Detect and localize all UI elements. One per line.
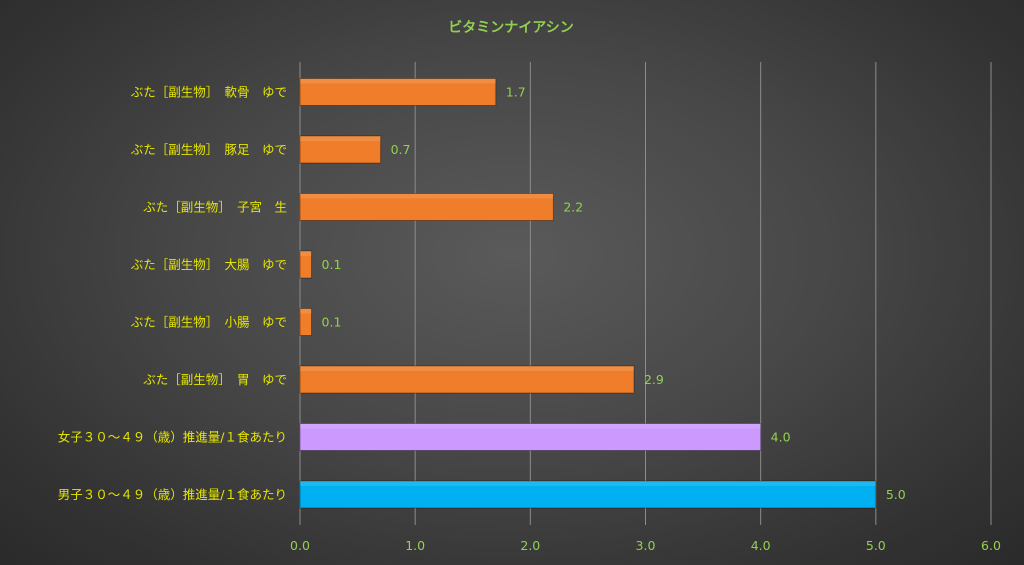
value-labels: 1.7 0.7 2.2 0.1 0.1 2.9 4.0 5.0 bbox=[322, 85, 906, 503]
value-label: 2.9 bbox=[644, 372, 664, 387]
bar-highlight bbox=[300, 251, 312, 256]
bar bbox=[299, 423, 762, 451]
category-label: 男子３０～４９（歳）推進量/１食あたり bbox=[58, 487, 287, 502]
category-label: ぶた［副生物］ 子宮 生 bbox=[143, 200, 287, 215]
bar bbox=[299, 250, 313, 279]
bar-highlight bbox=[300, 366, 634, 371]
value-label: 1.7 bbox=[506, 85, 526, 100]
value-label: 4.0 bbox=[771, 430, 791, 445]
bar bbox=[299, 308, 313, 336]
value-label: 5.0 bbox=[886, 487, 906, 502]
bar-highlight bbox=[300, 423, 761, 429]
bar bbox=[299, 78, 497, 106]
bar bbox=[299, 135, 382, 164]
bar-highlight bbox=[300, 193, 554, 199]
bar bbox=[299, 365, 635, 394]
x-tick-label: 1.0 bbox=[405, 538, 425, 553]
category-label: 女子３０～４９（歳）推進量/１食あたり bbox=[58, 430, 287, 445]
bar bbox=[299, 193, 554, 221]
bar-highlight bbox=[300, 78, 496, 84]
x-tick-label: 2.0 bbox=[520, 538, 540, 553]
category-label: ぶた［副生物］ 大腸 ゆで bbox=[131, 257, 287, 272]
x-tick-label: 3.0 bbox=[636, 538, 656, 553]
value-label: 2.2 bbox=[563, 200, 583, 215]
value-label: 0.7 bbox=[391, 142, 411, 157]
category-label: ぶた［副生物］ 豚足 ゆで bbox=[131, 142, 287, 157]
x-tick-label: 5.0 bbox=[866, 538, 886, 553]
x-tick-label: 6.0 bbox=[981, 538, 1001, 553]
x-tick-label: 0.0 bbox=[290, 538, 310, 553]
value-label: 0.1 bbox=[322, 257, 342, 272]
bar bbox=[299, 480, 877, 509]
bar-highlight bbox=[300, 308, 312, 314]
x-tick-label: 4.0 bbox=[751, 538, 771, 553]
chart-title: ビタミンナイアシン bbox=[448, 20, 573, 36]
gridlines bbox=[299, 62, 992, 525]
bar-highlight bbox=[300, 136, 381, 141]
category-label: ぶた［副生物］ 軟骨 ゆで bbox=[131, 85, 287, 100]
x-axis-tick-labels: 0.0 1.0 2.0 3.0 4.0 5.0 6.0 bbox=[290, 538, 1001, 553]
bar-highlight bbox=[300, 481, 876, 486]
bars-group bbox=[299, 78, 877, 509]
category-label: ぶた［副生物］ 小腸 ゆで bbox=[131, 315, 287, 330]
category-label: ぶた［副生物］ 胃 ゆで bbox=[143, 372, 287, 387]
value-label: 0.1 bbox=[322, 315, 342, 330]
